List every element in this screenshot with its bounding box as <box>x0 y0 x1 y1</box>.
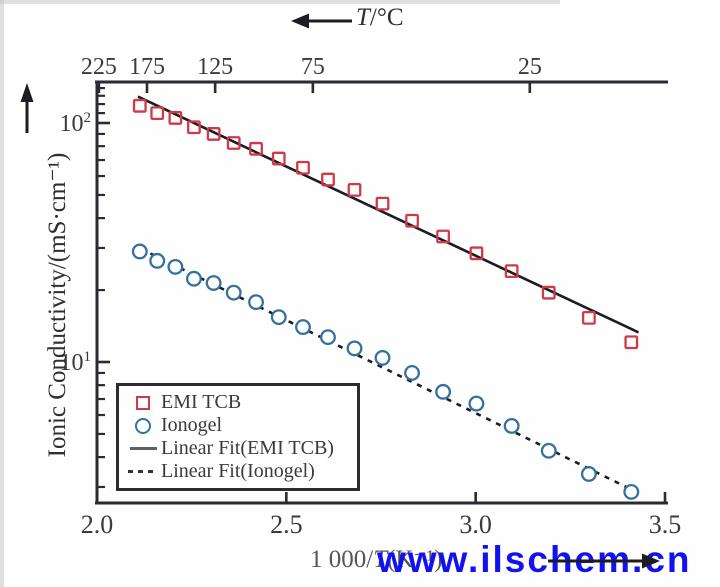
square-marker-icon <box>125 395 161 410</box>
svg-text:3.5: 3.5 <box>649 510 682 539</box>
circle-marker-icon <box>125 417 161 434</box>
legend-label: Linear Fit(Ionogel) <box>161 460 315 482</box>
y-axis-title: Ionic Conductivity/(mS·cm⁻¹) <box>44 152 71 458</box>
legend-item-ionogel: Ionogel <box>125 414 357 437</box>
svg-text:3.0: 3.0 <box>459 510 492 539</box>
svg-text:102: 102 <box>60 110 92 137</box>
legend-label: Linear Fit(EMI TCB) <box>161 437 334 459</box>
svg-text:101: 101 <box>60 349 92 376</box>
svg-text:75: 75 <box>301 54 325 80</box>
svg-text:2.5: 2.5 <box>270 510 303 539</box>
dashed-line-icon <box>125 470 161 473</box>
svg-text:2.0: 2.0 <box>81 510 114 539</box>
svg-text:225: 225 <box>81 54 117 80</box>
scan-artifact-left <box>0 0 4 587</box>
svg-text:175: 175 <box>129 54 165 80</box>
legend-label: EMI TCB <box>161 391 242 413</box>
svg-text:125: 125 <box>197 54 233 80</box>
svg-text:25: 25 <box>518 54 542 80</box>
bottom-axis-title: 1 000/T(K⁻¹) <box>310 546 443 573</box>
legend-item-fit-ionogel: Linear Fit(Ionogel) <box>125 460 357 483</box>
legend-box: EMI TCB Ionogel Linear Fit(EMI TCB) Line… <box>116 383 360 491</box>
legend-label: Ionogel <box>161 414 223 436</box>
legend-item-fit-emi: Linear Fit(EMI TCB) <box>125 437 357 460</box>
solid-line-icon <box>125 447 161 450</box>
legend-item-emi-tcb: EMI TCB <box>125 391 357 414</box>
top-axis-title: T/°C <box>356 4 404 31</box>
scan-artifact-top <box>0 0 560 4</box>
